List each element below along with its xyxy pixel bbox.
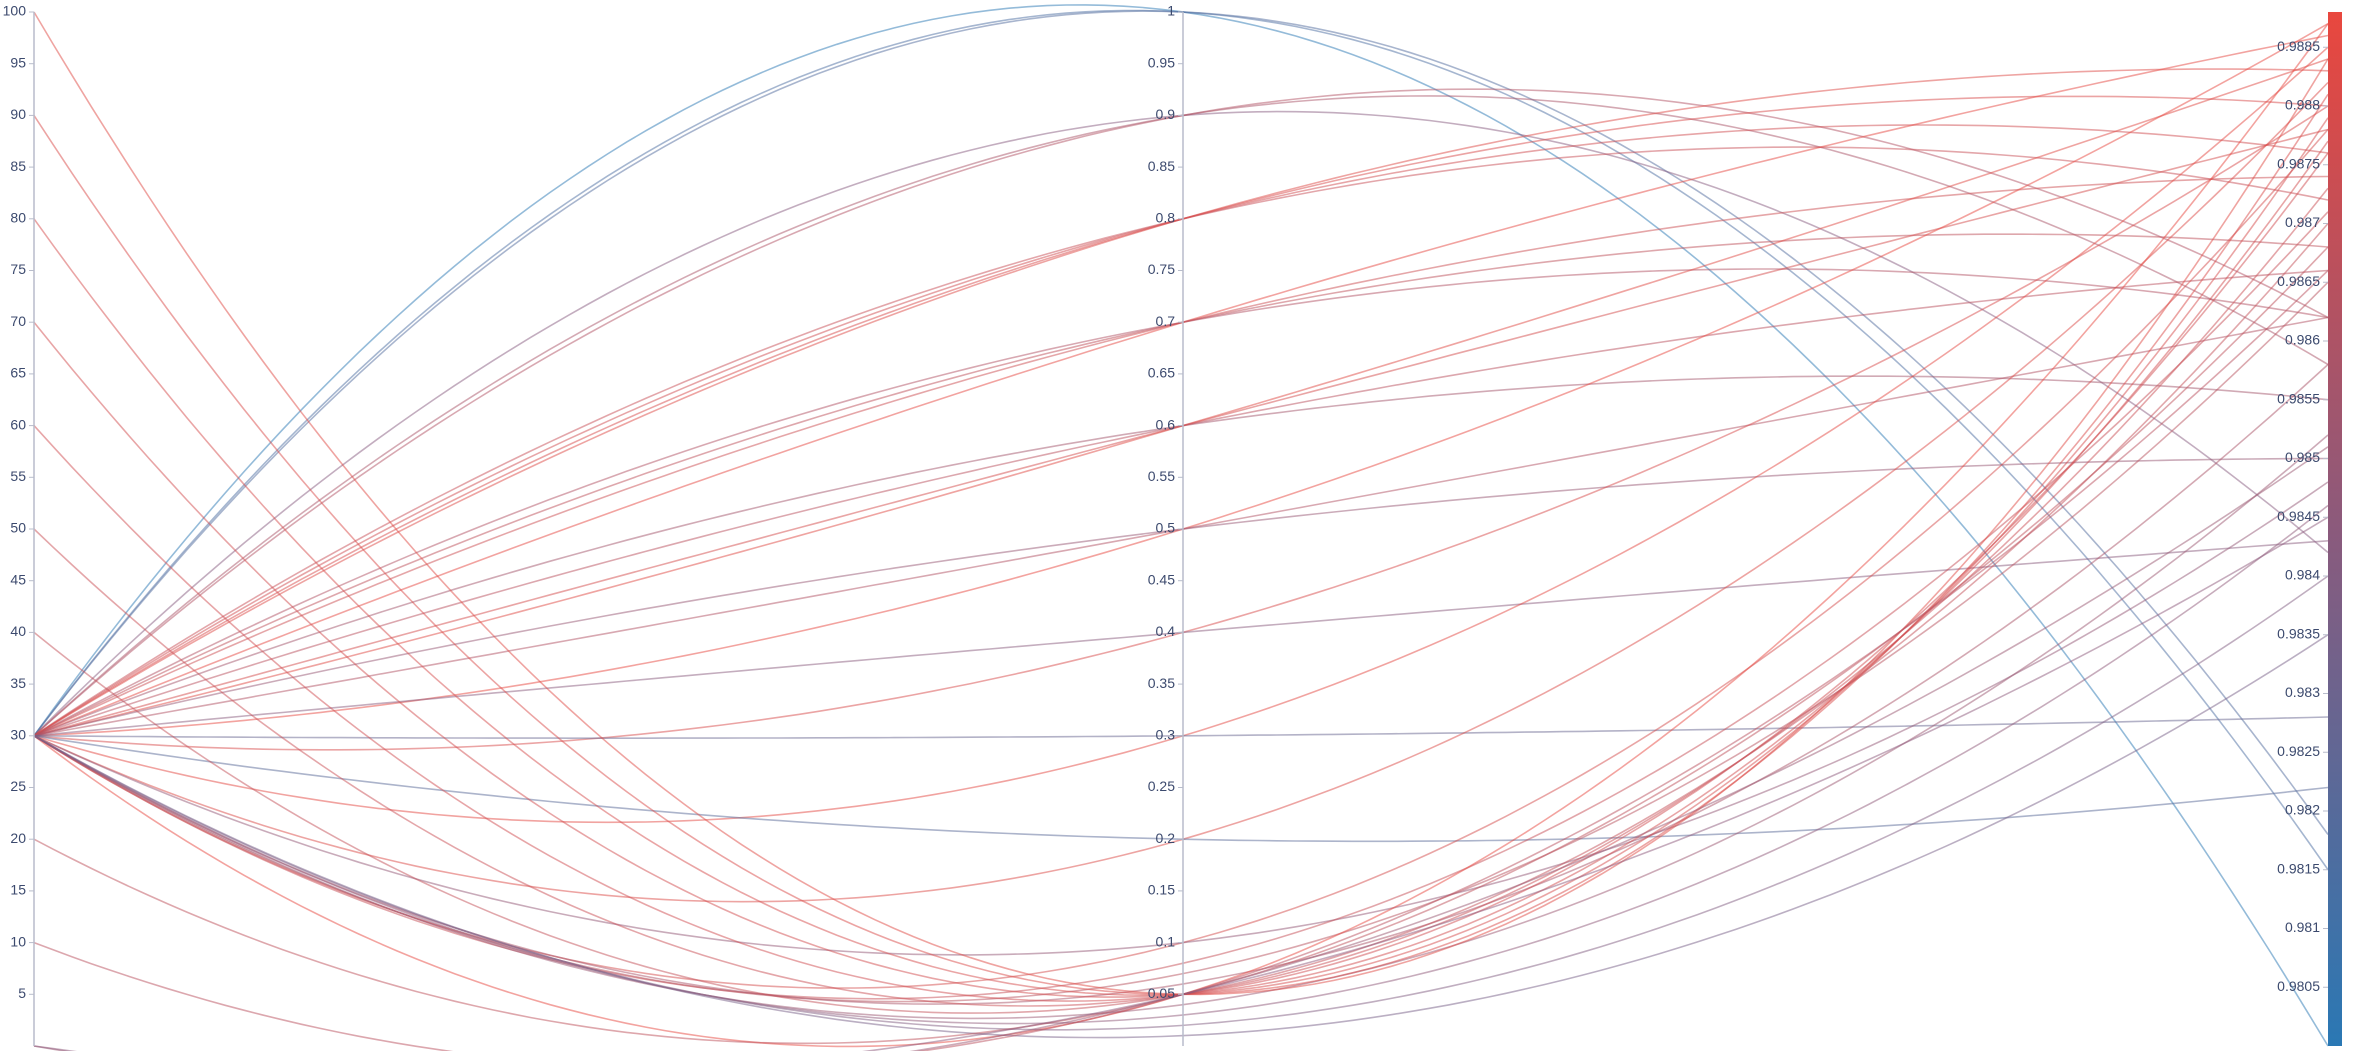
run-line bbox=[33, 634, 2329, 1039]
tick-label: 0.3 bbox=[1156, 727, 1176, 743]
tick-label: 0.988 bbox=[2285, 97, 2320, 113]
tick-label: 90 bbox=[10, 106, 26, 122]
run-line bbox=[33, 434, 2329, 1020]
tick-label: 0.2 bbox=[1156, 830, 1176, 846]
tick-label: 5 bbox=[18, 985, 26, 1001]
run-line bbox=[33, 128, 2329, 737]
tick-label: 1 bbox=[1167, 3, 1175, 19]
run-line bbox=[33, 716, 2329, 739]
run-line bbox=[33, 175, 2329, 737]
tick-label: 55 bbox=[10, 468, 26, 484]
tick-label: 0.1 bbox=[1156, 933, 1176, 949]
tick-label: 0.45 bbox=[1148, 571, 1175, 587]
tick-label: 0.5 bbox=[1156, 520, 1176, 536]
tick-label: 0.983 bbox=[2285, 684, 2320, 700]
tick-label: 95 bbox=[10, 54, 26, 70]
tick-label: 0.982 bbox=[2285, 802, 2320, 818]
run-line bbox=[33, 105, 2329, 751]
run-line bbox=[33, 516, 2329, 1051]
run-line bbox=[33, 23, 2329, 1048]
tick-label: 0.6 bbox=[1156, 416, 1176, 432]
run-line bbox=[33, 222, 2329, 1014]
tick-label: 0.9 bbox=[1156, 106, 1176, 122]
tick-label: 0.9845 bbox=[2277, 508, 2320, 524]
tick-label: 0.8 bbox=[1156, 210, 1176, 226]
tick-label: 65 bbox=[10, 365, 26, 381]
tick-label: 0.9835 bbox=[2277, 625, 2320, 641]
tick-label: 0.85 bbox=[1148, 158, 1175, 174]
run-line bbox=[33, 375, 2329, 737]
tick-label: 0.9885 bbox=[2277, 38, 2320, 54]
run-line bbox=[33, 146, 2329, 737]
tick-label: 0.25 bbox=[1148, 778, 1175, 794]
run-line bbox=[33, 58, 2329, 737]
run-line bbox=[33, 269, 2329, 737]
colorbar bbox=[2328, 12, 2342, 1046]
tick-label: 0.65 bbox=[1148, 365, 1175, 381]
tick-label: 85 bbox=[10, 158, 26, 174]
tick-label: 30 bbox=[10, 727, 26, 743]
run-line bbox=[33, 23, 2329, 737]
tick-label: 50 bbox=[10, 520, 26, 536]
tick-label: 80 bbox=[10, 210, 26, 226]
tick-label: 0.35 bbox=[1148, 675, 1175, 691]
tick-label: 0.9865 bbox=[2277, 273, 2320, 289]
run-line bbox=[33, 268, 2329, 737]
tick-label: 0.7 bbox=[1156, 313, 1176, 329]
tick-label: 15 bbox=[10, 882, 26, 898]
tick-label: 0.95 bbox=[1148, 54, 1175, 70]
tick-label: 0.981 bbox=[2285, 919, 2320, 935]
tick-label: 0.985 bbox=[2285, 449, 2320, 465]
axes: 5 10 15 20 25 30 35 40 45 50 55 60 65 70 75 80 85 90 95 100… bbox=[3, 3, 2342, 1046]
tick-label: 70 bbox=[10, 313, 26, 329]
tick-label: 0.9875 bbox=[2277, 155, 2320, 171]
tick-label: 0.9805 bbox=[2277, 978, 2320, 994]
run-line bbox=[33, 81, 2329, 903]
tick-label: 0.9825 bbox=[2277, 743, 2320, 759]
tick-label: 40 bbox=[10, 623, 26, 639]
tick-label: 0.55 bbox=[1148, 468, 1175, 484]
runs bbox=[33, 4, 2329, 1051]
tick-label: 0.987 bbox=[2285, 214, 2320, 230]
run-line bbox=[33, 504, 2329, 1025]
tick-label: 0.75 bbox=[1148, 261, 1175, 277]
run-line bbox=[33, 88, 2329, 737]
tick-label: 0.9815 bbox=[2277, 860, 2320, 876]
tick-label: 0.4 bbox=[1156, 623, 1176, 639]
run-line bbox=[33, 211, 2329, 1000]
tick-label: 0.05 bbox=[1148, 985, 1175, 1001]
run-line bbox=[33, 10, 2329, 835]
tick-label: 10 bbox=[10, 933, 26, 949]
tick-label: 0.9855 bbox=[2277, 390, 2320, 406]
run-line bbox=[33, 68, 2329, 737]
tick-label: 60 bbox=[10, 416, 26, 432]
run-line bbox=[33, 246, 2329, 1045]
run-line bbox=[33, 316, 2329, 737]
run-line bbox=[33, 269, 2329, 1051]
run-line bbox=[33, 11, 2329, 996]
run-line bbox=[33, 4, 2329, 1047]
tick-label: 100 bbox=[3, 3, 27, 19]
tick-label: 25 bbox=[10, 778, 26, 794]
tick-label: 35 bbox=[10, 675, 26, 691]
tick-label: 75 bbox=[10, 261, 26, 277]
tick-label: 0.986 bbox=[2285, 332, 2320, 348]
tick-label: 0.984 bbox=[2285, 567, 2320, 583]
tick-label: 0.15 bbox=[1148, 882, 1175, 898]
tick-label: 20 bbox=[10, 830, 26, 846]
tick-label: 45 bbox=[10, 571, 26, 587]
run-line bbox=[33, 34, 2329, 737]
